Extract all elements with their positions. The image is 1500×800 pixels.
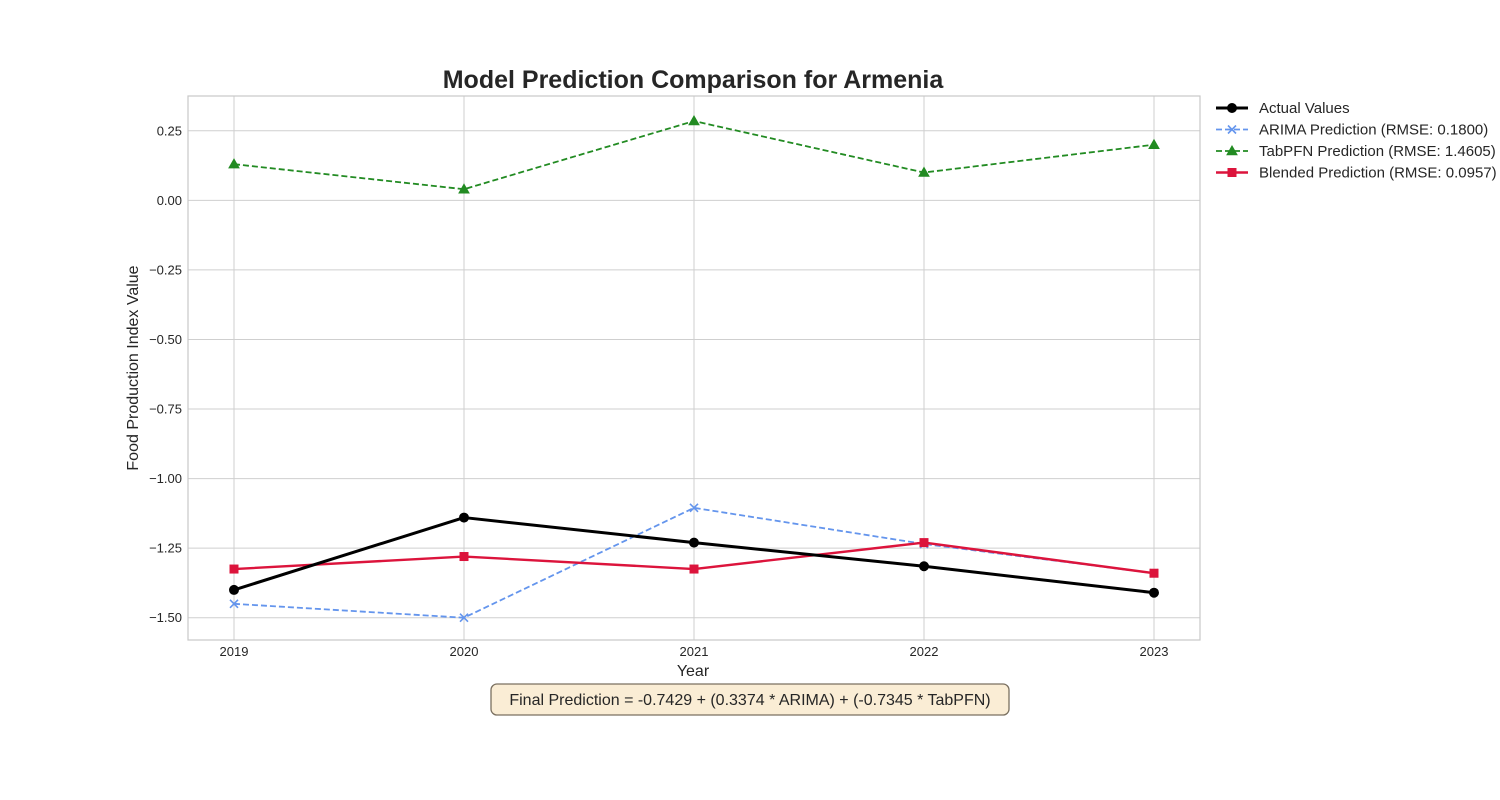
point-marker	[1227, 103, 1237, 113]
point-marker	[459, 512, 469, 523]
point-marker	[229, 599, 239, 609]
y-tick-label: −1.25	[149, 541, 182, 556]
x-tick-label: 2020	[450, 644, 479, 659]
y-tick-label: −1.50	[149, 610, 182, 625]
point-marker	[689, 537, 699, 548]
x-axis-label: Year	[677, 663, 710, 680]
legend-label: ARIMA Prediction (RMSE: 0.1800)	[1259, 122, 1488, 139]
point-marker	[919, 561, 929, 572]
point-marker	[229, 584, 239, 595]
legend-item: ARIMA Prediction (RMSE: 0.1800)	[1216, 122, 1488, 139]
plot-frame	[187, 95, 1201, 641]
point-marker	[229, 564, 239, 574]
legend-item: TabPFN Prediction (RMSE: 1.4605)	[1216, 143, 1496, 160]
y-tick-label: −0.75	[149, 402, 182, 417]
x-tick-label: 2022	[910, 644, 939, 659]
series-layer	[228, 115, 1160, 623]
chart-title: Model Prediction Comparison for Armenia	[443, 66, 945, 94]
annotation-box	[490, 683, 1010, 716]
y-axis-label: Food Production Index Value	[125, 265, 142, 470]
point-marker	[688, 115, 700, 126]
y-ticks: 0.25 0.00 −0.25 −0.50 −0.75 −1.00 −1.25 −1.50	[149, 123, 182, 625]
y-tick-label: −0.50	[149, 332, 182, 347]
series-triangle	[228, 115, 1160, 194]
point-marker	[689, 503, 699, 513]
point-marker	[918, 166, 930, 177]
grid	[188, 96, 1200, 640]
y-tick-label: −0.25	[149, 262, 182, 277]
point-marker	[1148, 138, 1160, 149]
legend-item: Actual Values	[1216, 100, 1350, 117]
point-marker	[919, 538, 929, 548]
x-tick-label: 2023	[1140, 644, 1169, 659]
x-tick-label: 2019	[220, 644, 249, 659]
series-square	[229, 538, 1159, 578]
legend-item: Blended Prediction (RMSE: 0.0957)	[1216, 165, 1497, 182]
point-marker	[459, 552, 469, 562]
point-marker	[1149, 587, 1159, 598]
legend-label: TabPFN Prediction (RMSE: 1.4605)	[1259, 143, 1496, 160]
point-marker	[1149, 568, 1159, 578]
formula-annotation: Final Prediction = -0.7429 + (0.3374 * A…	[490, 683, 1010, 716]
y-tick-label: 0.00	[157, 193, 182, 208]
point-marker	[228, 158, 240, 169]
legend: Actual Values ARIMA Prediction (RMSE: 0.1…	[1216, 100, 1497, 182]
point-marker	[458, 183, 470, 194]
point-marker	[689, 564, 699, 574]
legend-label: Blended Prediction (RMSE: 0.0957)	[1259, 165, 1497, 182]
series-circle	[229, 512, 1159, 598]
x-tick-label: 2021	[680, 644, 709, 659]
x-ticks: 2019 2020 2021 2022 2023	[220, 644, 1169, 659]
point-marker	[1227, 168, 1237, 177]
point-marker	[1226, 144, 1238, 156]
point-marker	[459, 613, 469, 623]
y-tick-label: 0.25	[157, 123, 182, 138]
point-marker	[1227, 124, 1237, 135]
y-tick-label: −1.00	[149, 471, 182, 486]
legend-label: Actual Values	[1259, 100, 1350, 117]
annotation-text: Final Prediction = -0.7429 + (0.3374 * A…	[509, 692, 990, 709]
